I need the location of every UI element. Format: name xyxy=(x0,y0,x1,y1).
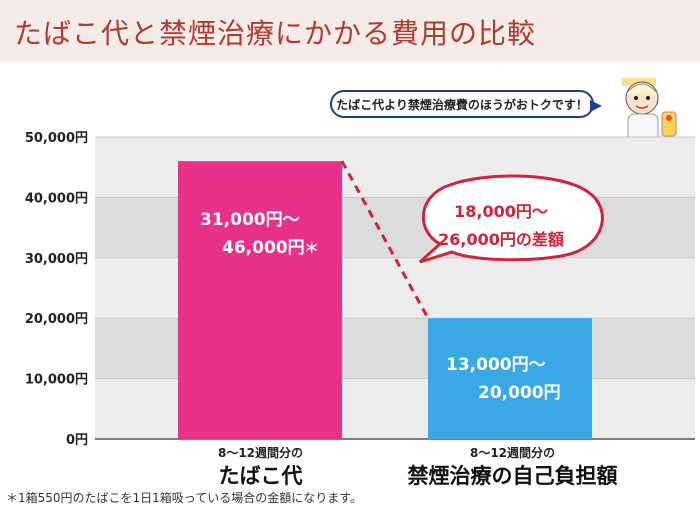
difference-label: 18,000円～ 26,000円の差額 xyxy=(422,198,580,254)
category-main-tobacco: たばこ代 xyxy=(218,464,303,488)
page-title: たばこ代と禁煙治療にかかる費用の比較 xyxy=(14,17,537,50)
y-tick-label: 0円 xyxy=(66,433,88,448)
doctor-mascot-icon xyxy=(622,78,677,143)
asterisk-mark: ＊ xyxy=(304,241,319,257)
bar-label-tobacco-amount: 46,000円 xyxy=(222,238,305,258)
y-tick-label: 50,000円 xyxy=(25,131,88,146)
y-tick-label: 10,000円 xyxy=(25,373,88,388)
footnote: ＊1箱550円のたばこを1日1箱吸っている場合の金額になります。 xyxy=(6,491,363,505)
y-tick-label: 40,000円 xyxy=(25,191,88,206)
bar-label-tobacco-line1: 31,000円～ xyxy=(200,210,300,230)
speech-bubble: たばこ代より禁煙治療費のほうがおトクです！ xyxy=(330,90,594,118)
bar-treatment xyxy=(428,318,592,439)
bar-label-treatment-line2: 20,000円 xyxy=(478,383,561,403)
bar-label-treatment-line1: 13,000円～ xyxy=(446,355,546,375)
category-sub-tobacco: 8～12週間分の xyxy=(217,446,304,460)
y-tick-label: 20,000円 xyxy=(25,312,88,327)
y-tick-label: 30,000円 xyxy=(25,252,88,267)
difference-line2: 26,000円の差額 xyxy=(438,230,564,249)
difference-dashed-line xyxy=(340,160,430,319)
speech-bubble-tail xyxy=(590,100,602,112)
bar-tobacco xyxy=(178,161,342,439)
category-main-treatment: 禁煙治療の自己負担額 xyxy=(407,464,618,488)
bar-label-tobacco-line2: 46,000円＊ xyxy=(222,233,319,258)
title-band xyxy=(0,0,700,62)
difference-line1: 18,000円～ xyxy=(454,202,548,221)
difference-bubble xyxy=(418,174,604,264)
category-sub-treatment: 8～12週間分の xyxy=(469,446,556,460)
